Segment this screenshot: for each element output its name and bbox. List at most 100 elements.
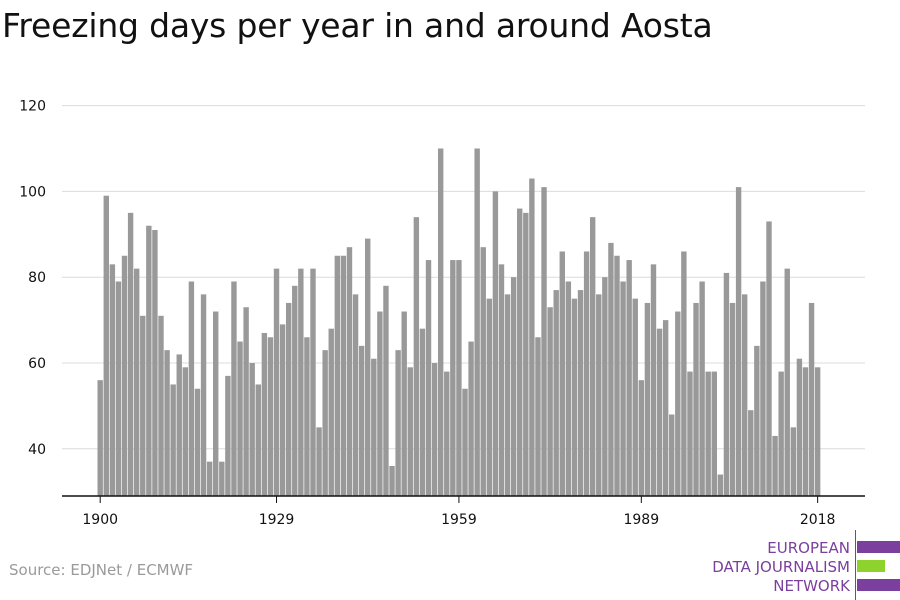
bar	[589, 217, 596, 496]
bar	[437, 148, 444, 496]
bar	[298, 268, 304, 496]
x-tick-label: 1929	[259, 512, 295, 528]
bar	[754, 345, 760, 496]
bar	[431, 363, 438, 496]
bar	[608, 242, 614, 496]
bar	[292, 285, 298, 496]
x-tick-label: 2018	[800, 512, 836, 528]
edjnet-logo: EUROPEAN DATA JOURNALISM NETWORK	[700, 530, 900, 600]
bar	[450, 260, 456, 496]
bar	[772, 435, 778, 496]
bar	[407, 367, 413, 496]
bar	[425, 260, 432, 496]
bar	[377, 311, 383, 496]
bar	[650, 264, 657, 496]
y-tick-label: 120	[19, 99, 46, 115]
bar	[675, 311, 681, 496]
x-axis: 1900 1929 1959 1989 2018	[62, 495, 865, 528]
bar	[480, 247, 486, 496]
bar	[535, 337, 541, 496]
bar	[237, 341, 243, 496]
bar	[352, 294, 359, 496]
bar	[206, 461, 213, 496]
bar	[115, 281, 122, 496]
bar	[547, 307, 553, 496]
bar	[389, 465, 395, 496]
x-tick-label: 1900	[82, 512, 118, 528]
bar	[602, 277, 608, 496]
bar	[492, 191, 499, 496]
bar	[596, 294, 602, 496]
bar	[121, 255, 128, 496]
bar	[346, 247, 353, 496]
bar	[231, 281, 237, 496]
bar	[474, 148, 480, 496]
bar	[729, 302, 736, 496]
bar	[419, 328, 426, 496]
bar	[523, 212, 529, 497]
bar	[571, 298, 578, 496]
bar	[498, 264, 505, 496]
bar	[766, 221, 772, 496]
bar	[553, 290, 559, 496]
bar	[267, 337, 274, 496]
bar	[669, 414, 675, 496]
bar	[176, 354, 182, 496]
bar	[219, 461, 225, 496]
bar	[285, 302, 292, 496]
bar	[109, 264, 116, 496]
bar	[170, 384, 176, 496]
logo-bar-green	[857, 560, 885, 572]
bar	[261, 332, 268, 496]
bar	[814, 367, 821, 496]
bar	[328, 328, 334, 496]
bar	[97, 380, 103, 496]
bar	[182, 367, 189, 496]
bar	[626, 260, 632, 496]
bar	[225, 375, 231, 496]
bar	[577, 290, 584, 496]
bar	[735, 187, 742, 496]
bar	[486, 298, 493, 496]
bar	[194, 388, 201, 496]
bar	[717, 474, 724, 496]
bar	[802, 367, 809, 496]
bar	[213, 311, 219, 496]
bar	[723, 272, 730, 496]
bar	[164, 350, 170, 496]
bar	[401, 311, 407, 496]
bar	[656, 328, 663, 496]
bar	[705, 371, 711, 496]
bar	[741, 294, 748, 496]
bar	[559, 251, 565, 496]
bar	[322, 350, 328, 496]
bar	[699, 281, 705, 496]
bar	[365, 238, 371, 496]
bar	[620, 281, 626, 496]
bar	[152, 230, 158, 496]
bar	[243, 307, 249, 496]
bar	[334, 255, 341, 496]
bar	[632, 298, 638, 496]
bar	[644, 302, 651, 496]
bar	[681, 251, 687, 496]
bar	[790, 427, 797, 496]
bar	[711, 371, 717, 496]
bar	[510, 277, 517, 496]
logo-line-1: EUROPEAN	[767, 539, 850, 557]
y-tick-label: 60	[28, 356, 46, 372]
bar	[583, 251, 590, 496]
bar	[200, 294, 207, 496]
chart-title: Freezing days per year in and around Aos…	[2, 6, 713, 45]
bar	[687, 371, 693, 496]
bar	[146, 225, 152, 497]
bar	[748, 410, 754, 496]
bar	[133, 268, 140, 496]
bar	[796, 358, 803, 496]
bar	[662, 320, 669, 496]
logo-line-3: NETWORK	[773, 577, 850, 595]
logo-line-2: DATA JOURNALISM	[712, 558, 850, 576]
y-tick-label: 100	[19, 184, 46, 200]
bar	[188, 281, 195, 496]
